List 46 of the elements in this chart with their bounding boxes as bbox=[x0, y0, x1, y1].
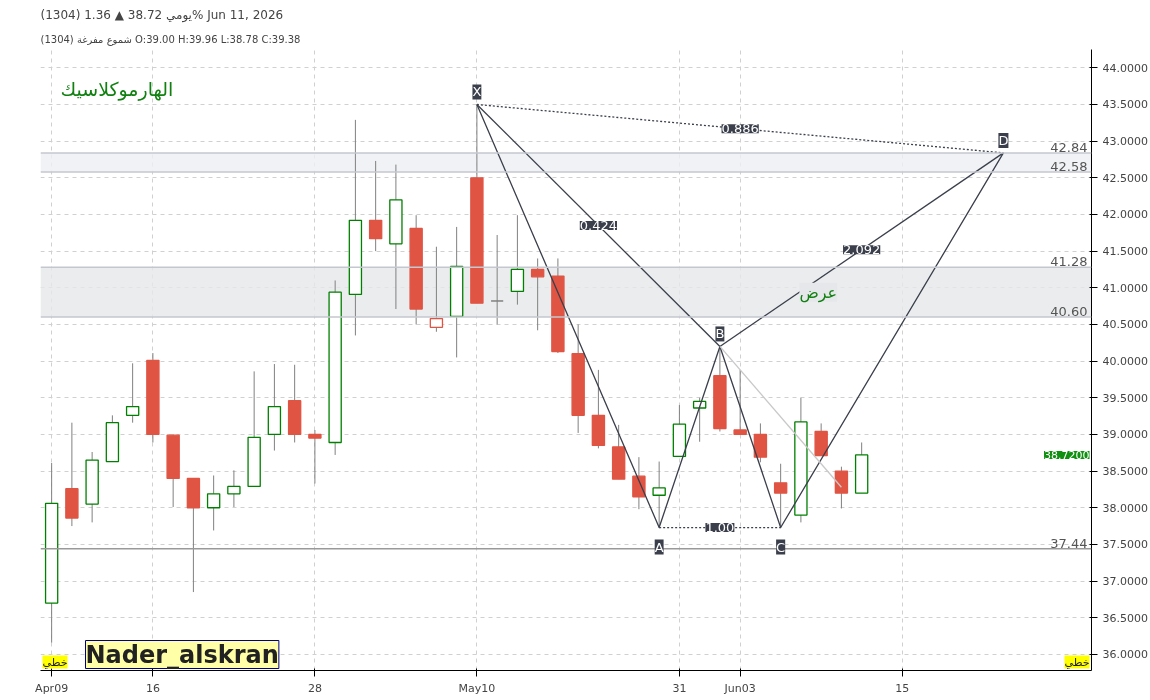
x-tick-label: May10 bbox=[458, 681, 496, 695]
ref-line-label: 40.60 bbox=[1050, 304, 1088, 320]
x-tick-label: Apr09 bbox=[35, 681, 69, 695]
ref-line-label: 42.58 bbox=[1050, 158, 1088, 174]
series-label: 1.00 bbox=[705, 520, 735, 536]
band-label: عرض bbox=[799, 282, 838, 303]
y-tick-label: 37.5000 bbox=[1102, 538, 1148, 552]
data-label: B bbox=[715, 326, 725, 342]
chart-subtitle: شموع مفرغة (1304) O:39.00 H:39.96 L:38.78 C:39.38 bbox=[40, 33, 301, 46]
x-tick-label: 31 bbox=[672, 681, 687, 695]
y-tick-label: 36.5000 bbox=[1102, 611, 1148, 625]
y-tick-label: 38.0000 bbox=[1102, 501, 1148, 515]
data-label: D bbox=[998, 132, 1009, 148]
ref-line-label: 42.84 bbox=[1050, 139, 1088, 155]
annotation: خطي bbox=[42, 655, 68, 669]
x-tick-label: Jun03 bbox=[723, 681, 756, 695]
annotation: خطي bbox=[1064, 655, 1090, 669]
data-label: X bbox=[472, 84, 482, 100]
y-tick-label: 41.0000 bbox=[1102, 281, 1148, 295]
x-tick-label: 16 bbox=[145, 681, 160, 695]
annotation: الهارموكلاسيك bbox=[60, 77, 174, 101]
x-tick-label: 28 bbox=[307, 681, 322, 695]
data-label: A bbox=[654, 539, 664, 555]
y-tick-label: 42.0000 bbox=[1102, 208, 1148, 222]
ref-line-label: 41.28 bbox=[1050, 254, 1088, 270]
y-tick-label: 37.0000 bbox=[1102, 575, 1148, 589]
annotation: 38.7200 bbox=[1044, 448, 1090, 462]
x-tick-label: 15 bbox=[895, 681, 910, 695]
series-label: 2.092 bbox=[843, 242, 881, 258]
y-tick-label: 43.0000 bbox=[1102, 135, 1148, 149]
series-label: 0.886 bbox=[721, 121, 759, 137]
ref-line-label: 37.44 bbox=[1050, 535, 1088, 551]
y-tick-label: 39.5000 bbox=[1102, 391, 1148, 405]
y-tick-label: 42.5000 bbox=[1102, 171, 1148, 185]
y-tick-label: 40.0000 bbox=[1102, 355, 1148, 369]
y-tick-label: 38.5000 bbox=[1102, 465, 1148, 479]
data-label: C bbox=[776, 539, 786, 555]
y-tick-label: 43.5000 bbox=[1102, 98, 1148, 112]
y-tick-label: 39.0000 bbox=[1102, 428, 1148, 442]
y-tick-label: 44.0000 bbox=[1102, 61, 1148, 75]
chart-title: (1304) يومي 38.72 ▲ 1.36% Jun 11, 2026 bbox=[40, 7, 284, 23]
y-tick-label: 40.5000 bbox=[1102, 318, 1148, 332]
y-tick-label: 36.0000 bbox=[1102, 648, 1148, 662]
series-label: 0.424 bbox=[579, 217, 618, 233]
y-tick-label: 41.5000 bbox=[1102, 245, 1148, 259]
annotation: Nader_alskran bbox=[85, 640, 279, 669]
